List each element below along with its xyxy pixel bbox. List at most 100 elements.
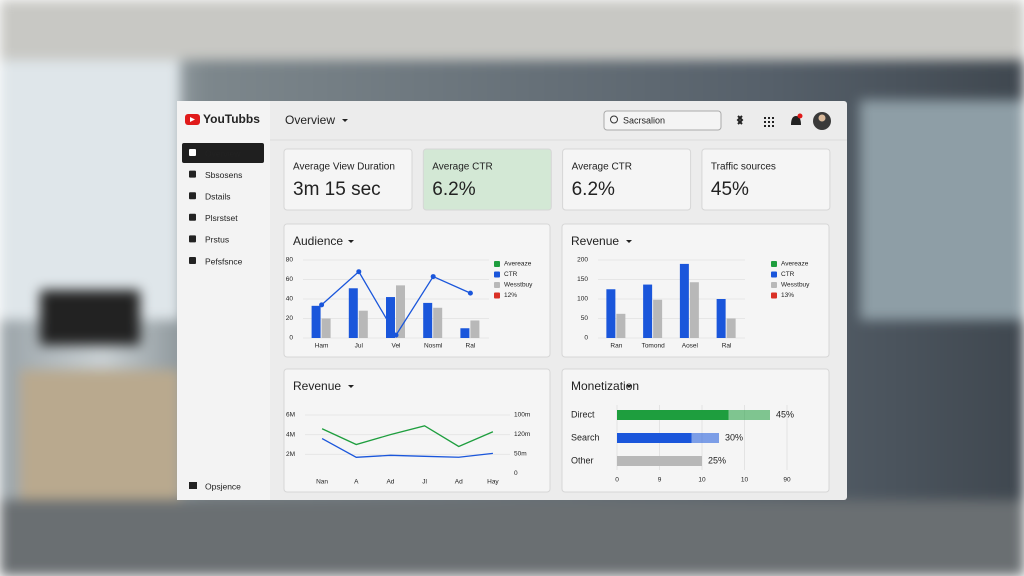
y-tick-label: 60	[286, 276, 294, 283]
bar	[396, 285, 405, 338]
notification-dot	[797, 113, 803, 119]
y-tick-label: 50	[581, 315, 589, 322]
y-tick-label: 150	[577, 276, 588, 283]
avatar-face	[818, 114, 826, 122]
nav-item[interactable]: Prstus	[205, 235, 229, 245]
y-tick-label: 40	[286, 296, 294, 303]
category-label: Search	[571, 432, 600, 442]
logo[interactable]: YouTubbs	[203, 112, 260, 126]
y2-tick-label: 0	[514, 470, 518, 477]
search-box[interactable]	[603, 110, 722, 131]
line-series	[321, 425, 494, 448]
bar	[358, 310, 368, 338]
dropdown-arrow[interactable]	[342, 119, 348, 122]
nav-item[interactable]: Plsrstset	[205, 213, 238, 223]
x-tick-label: Jul	[355, 343, 364, 350]
x-tick-label: 90	[783, 477, 791, 484]
x-tick-label: 10	[741, 477, 749, 484]
legend-swatch	[771, 292, 777, 299]
nav-item[interactable]: Overview	[205, 148, 241, 158]
bar	[386, 297, 395, 338]
y-tick-label: 20	[286, 315, 294, 322]
y-tick-label: 2M	[286, 451, 295, 458]
legend-swatch	[771, 261, 777, 267]
legend-swatch	[771, 282, 777, 288]
metric-label: Average CTR	[432, 162, 492, 173]
bar	[423, 302, 433, 338]
bell-icon[interactable]	[791, 116, 801, 125]
search-placeholder: Sacrsalion	[623, 115, 665, 125]
x-tick-label: 10	[698, 477, 706, 484]
y-tick-label: 100	[577, 296, 588, 303]
nav-icon	[189, 482, 197, 489]
x-tick-label: Ral	[722, 343, 732, 350]
dropdown-arrow[interactable]	[626, 240, 632, 243]
bar	[643, 284, 653, 338]
panel-title: Audience	[293, 234, 343, 248]
nav-icon	[189, 257, 196, 264]
nav-icon	[189, 192, 196, 200]
y-tick-label: 4M	[286, 431, 295, 438]
settings-icon[interactable]	[736, 115, 744, 125]
bar	[311, 305, 321, 338]
bar	[606, 289, 616, 338]
nav-active	[182, 143, 264, 163]
bar	[321, 318, 331, 338]
dropdown-arrow[interactable]	[348, 240, 354, 243]
legend-swatch	[771, 271, 777, 278]
legend-label: 12%	[504, 292, 517, 299]
nav-icon	[189, 170, 196, 178]
bar	[726, 318, 736, 338]
x-tick-label: A	[354, 479, 359, 486]
bar	[616, 313, 626, 338]
y-tick-label: 0	[584, 335, 588, 342]
metric-value: 45%	[711, 179, 749, 200]
metric-card	[701, 148, 831, 211]
dropdown-arrow[interactable]	[348, 385, 354, 388]
bar	[460, 328, 470, 338]
legend-label: CTR	[504, 271, 518, 278]
y2-tick-label: 50m	[514, 451, 527, 458]
line-point	[356, 269, 362, 275]
y-tick-label: 0	[289, 335, 293, 342]
nav-item[interactable]: Sbsosens	[205, 170, 242, 180]
metric-label: Average View Duration	[293, 162, 395, 173]
search-icon	[610, 115, 618, 124]
value-label: 25%	[708, 455, 726, 465]
bar	[617, 433, 719, 443]
category-label: Direct	[571, 409, 595, 419]
value-label: 45%	[776, 409, 794, 419]
line-series	[321, 438, 493, 458]
x-tick-label: Jl	[422, 479, 427, 486]
y2-tick-label: 120m	[514, 431, 530, 438]
metric-card	[422, 148, 552, 211]
y2-tick-label: 100m	[514, 412, 530, 419]
legend-swatch	[494, 261, 500, 267]
x-tick-label: 0	[615, 477, 619, 484]
nav-item[interactable]: Pefsfsnce	[205, 256, 243, 266]
panel-title: Revenue	[571, 234, 619, 248]
line-point	[467, 290, 473, 296]
metric-value: 3m 15 sec	[293, 179, 381, 200]
bar	[679, 263, 689, 338]
apps-icon[interactable]	[764, 117, 774, 127]
legend-label: Avereaze	[781, 261, 809, 268]
header-title[interactable]: Overview	[285, 113, 335, 127]
bar	[617, 410, 770, 420]
x-tick-label: Hay	[487, 479, 499, 486]
dropdown-arrow[interactable]	[626, 385, 632, 388]
nav-footer[interactable]: Opsjence	[205, 481, 241, 491]
category-label: Other	[571, 455, 594, 465]
line-point	[393, 332, 399, 338]
y-tick-label: 200	[577, 257, 588, 264]
nav-icon	[189, 235, 196, 243]
x-tick-label: Ad	[386, 479, 394, 486]
x-tick-label: Tomond	[642, 343, 666, 350]
legend-swatch	[494, 282, 500, 288]
legend-label: 13%	[781, 292, 794, 299]
x-tick-label: 9	[658, 477, 662, 484]
nav-item[interactable]: Dstails	[205, 191, 231, 201]
logo-play	[190, 117, 195, 122]
